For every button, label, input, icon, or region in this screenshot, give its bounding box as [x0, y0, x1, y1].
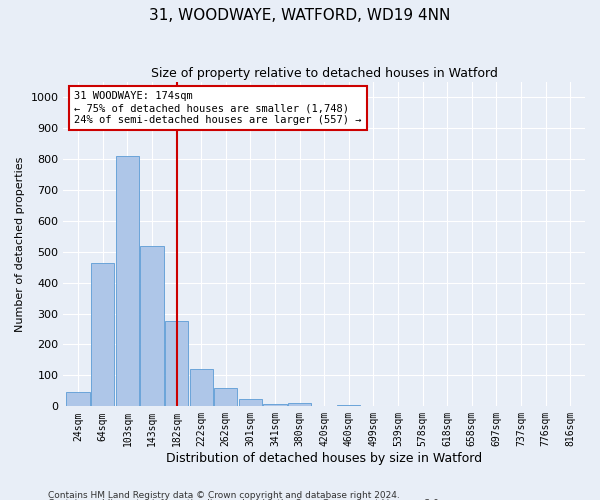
Bar: [337, 405, 361, 406]
Bar: [140, 246, 164, 406]
Text: 31 WOODWAYE: 174sqm
← 75% of detached houses are smaller (1,748)
24% of semi-det: 31 WOODWAYE: 174sqm ← 75% of detached ho…: [74, 92, 361, 124]
Text: Contains public sector information licensed under the Open Government Licence v3: Contains public sector information licen…: [48, 499, 442, 500]
Bar: [288, 403, 311, 406]
Bar: [165, 322, 188, 406]
Bar: [263, 404, 287, 406]
Bar: [214, 388, 238, 406]
Bar: [116, 156, 139, 406]
Text: Contains HM Land Registry data © Crown copyright and database right 2024.: Contains HM Land Registry data © Crown c…: [48, 490, 400, 500]
Y-axis label: Number of detached properties: Number of detached properties: [15, 156, 25, 332]
Bar: [91, 264, 115, 406]
Text: 31, WOODWAYE, WATFORD, WD19 4NN: 31, WOODWAYE, WATFORD, WD19 4NN: [149, 8, 451, 22]
Title: Size of property relative to detached houses in Watford: Size of property relative to detached ho…: [151, 68, 497, 80]
Bar: [190, 368, 213, 406]
Bar: [239, 399, 262, 406]
X-axis label: Distribution of detached houses by size in Watford: Distribution of detached houses by size …: [166, 452, 482, 465]
Bar: [67, 392, 90, 406]
